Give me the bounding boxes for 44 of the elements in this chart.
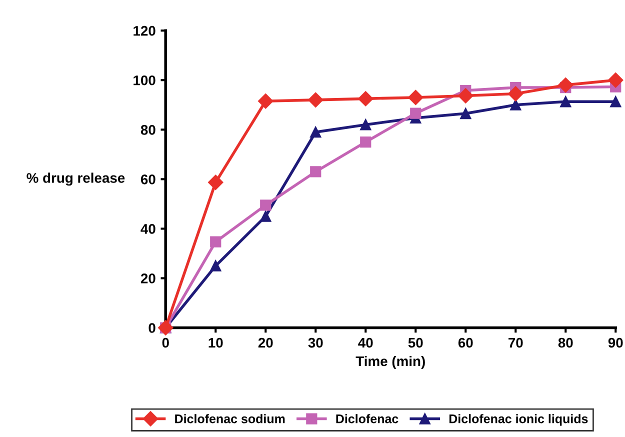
point bbox=[560, 96, 572, 108]
point bbox=[408, 90, 424, 106]
x-tick-label: 50 bbox=[408, 338, 423, 348]
x-tick-label: 80 bbox=[558, 338, 573, 348]
point bbox=[360, 136, 372, 148]
point bbox=[260, 210, 272, 222]
point bbox=[558, 78, 574, 93]
y-tick-label: 20 bbox=[140, 274, 156, 284]
legend-label: Diclofenac bbox=[336, 414, 398, 424]
x-tick-label: 70 bbox=[508, 338, 523, 348]
point bbox=[310, 166, 322, 178]
point bbox=[308, 92, 324, 108]
y-tick-label: 60 bbox=[140, 174, 156, 184]
x-tick-label: 0 bbox=[162, 338, 169, 348]
point bbox=[610, 96, 622, 108]
x-tick-label: 60 bbox=[458, 338, 473, 348]
legend-label: Diclofenac ionic liquids bbox=[449, 414, 588, 426]
legend-label: Diclofenac sodium bbox=[175, 414, 285, 424]
point bbox=[410, 108, 422, 119]
point bbox=[510, 99, 522, 110]
point bbox=[608, 72, 624, 88]
x-axis-title: Time (min) bbox=[356, 356, 425, 369]
point bbox=[508, 86, 524, 102]
point bbox=[360, 119, 372, 130]
x-tick-label: 10 bbox=[208, 338, 223, 348]
x-tick-label: 40 bbox=[358, 338, 373, 348]
y-tick-label: 80 bbox=[140, 124, 156, 135]
point bbox=[258, 94, 274, 109]
y-tick-label: 40 bbox=[140, 224, 156, 234]
point bbox=[210, 236, 222, 248]
x-tick-label: 20 bbox=[258, 338, 273, 348]
y-axis-title: % drug release bbox=[26, 172, 125, 186]
point bbox=[458, 88, 474, 104]
point bbox=[208, 174, 224, 190]
point bbox=[310, 126, 322, 138]
x-tick-label: 90 bbox=[608, 338, 623, 348]
point bbox=[260, 200, 272, 211]
x-tick-label: 30 bbox=[308, 338, 323, 348]
y-tick-label: 100 bbox=[134, 75, 156, 86]
y-tick-label: 0 bbox=[148, 323, 156, 333]
point bbox=[358, 91, 374, 106]
point bbox=[460, 108, 472, 120]
point bbox=[210, 260, 222, 272]
y-tick-label: 120 bbox=[134, 26, 156, 36]
